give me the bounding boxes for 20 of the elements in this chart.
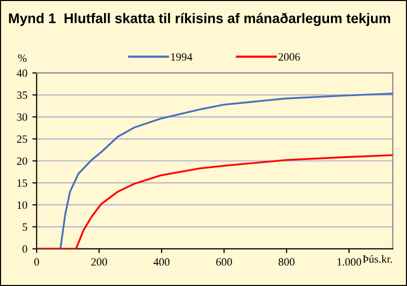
y-tick-label: 35 [17,91,28,99]
x-tick-label: 400 [153,258,170,266]
y-axis-title: % [18,54,27,62]
chart-title: Mynd 1 Hlutfall skatta til ríkisins af mánaðarlegum tekjum [9,12,390,26]
x-tick-label: 600 [216,258,232,266]
y-tick-label: 25 [16,135,28,143]
y-tick-label: 30 [17,113,28,121]
x-tick-label: 200 [91,258,108,266]
x-tick-label: 800 [278,258,294,266]
y-tick-label: 0 [22,245,28,253]
legend-label: 2006 [278,53,300,61]
legend-label: 1994 [171,53,192,61]
y-tick-label: 40 [16,69,28,77]
y-tick-label: 5 [22,223,28,231]
x-tick-label: 0 [34,258,39,266]
y-tick-label: 15 [17,179,28,187]
x-tick-label: 1.000 [338,258,362,266]
x-axis-title: Þús.kr. [362,254,392,263]
y-tick-label: 10 [17,201,28,209]
y-tick-label: 20 [16,157,28,165]
